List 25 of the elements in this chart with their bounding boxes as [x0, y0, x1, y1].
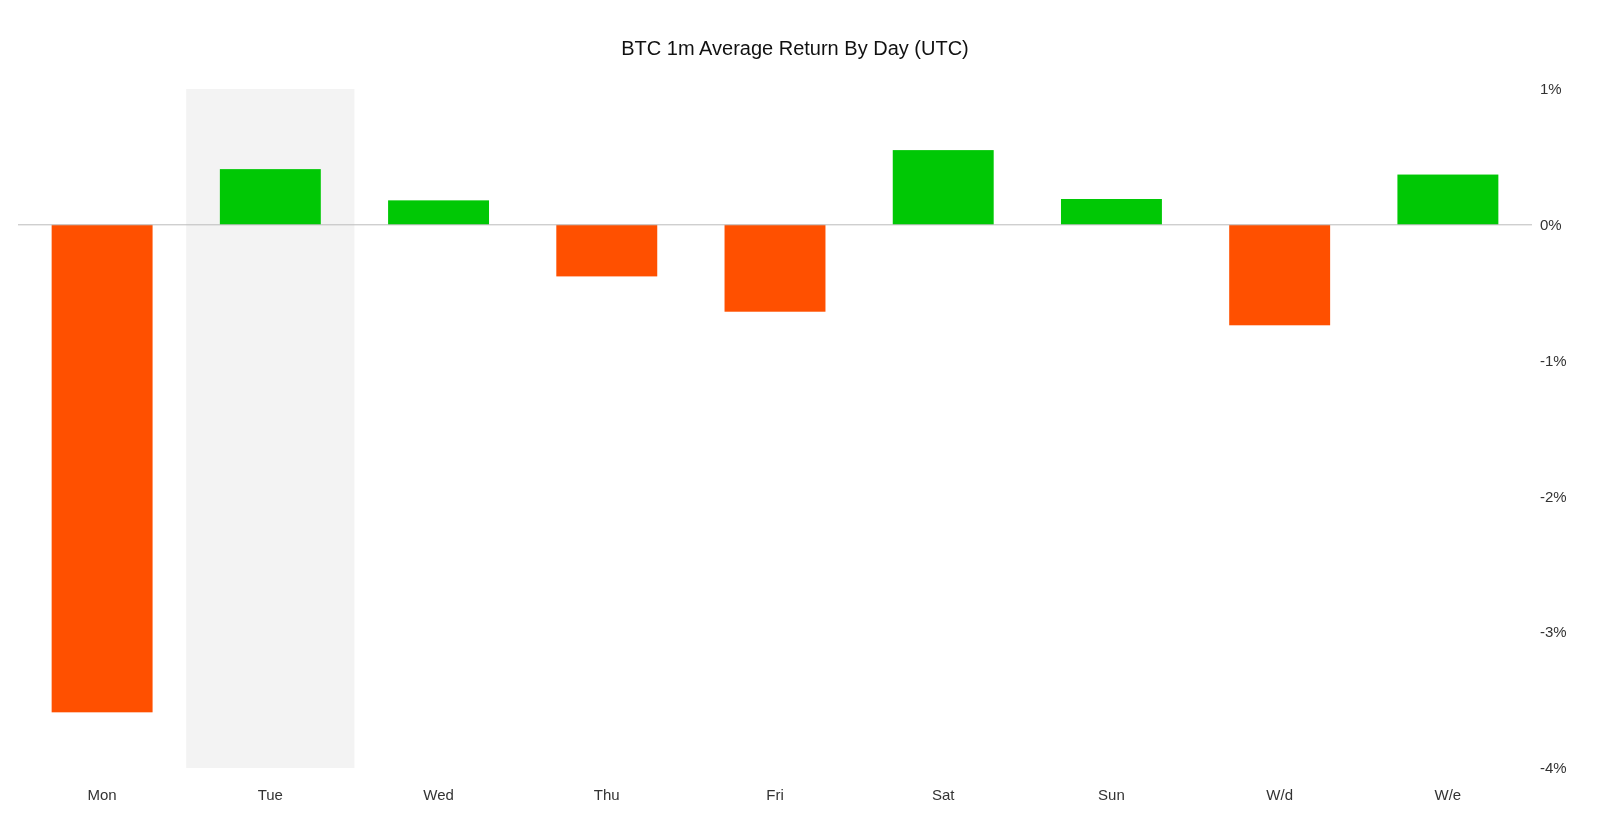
x-tick-label: Tue [257, 786, 283, 803]
bar [1397, 174, 1499, 225]
y-tick-label: 1% [1540, 80, 1562, 98]
y-tick-label: -1% [1540, 351, 1567, 369]
x-tick-label: Sat [931, 786, 956, 803]
x-tick-label: W/e [1434, 786, 1462, 803]
y-tick-label: -3% [1540, 623, 1567, 641]
x-tick-label: Wed [423, 786, 454, 803]
x-tick-label: Sun [1098, 786, 1125, 803]
y-tick-label: 0% [1540, 216, 1562, 234]
bar [1229, 224, 1331, 326]
x-tick-label: Mon [87, 786, 117, 803]
y-tick-label: -2% [1540, 487, 1567, 505]
bar [51, 224, 153, 713]
x-tick-label: Fri [766, 786, 784, 803]
x-tick-label: W/d [1266, 786, 1293, 803]
bar [219, 169, 321, 225]
bar [724, 224, 826, 312]
bar [388, 200, 490, 225]
bar [556, 224, 658, 277]
chart-title: BTC 1m Average Return By Day (UTC) [621, 37, 969, 59]
bar [892, 150, 994, 225]
y-tick-label: -4% [1540, 759, 1567, 777]
bar [1060, 199, 1162, 225]
x-tick-label: Thu [593, 786, 620, 803]
